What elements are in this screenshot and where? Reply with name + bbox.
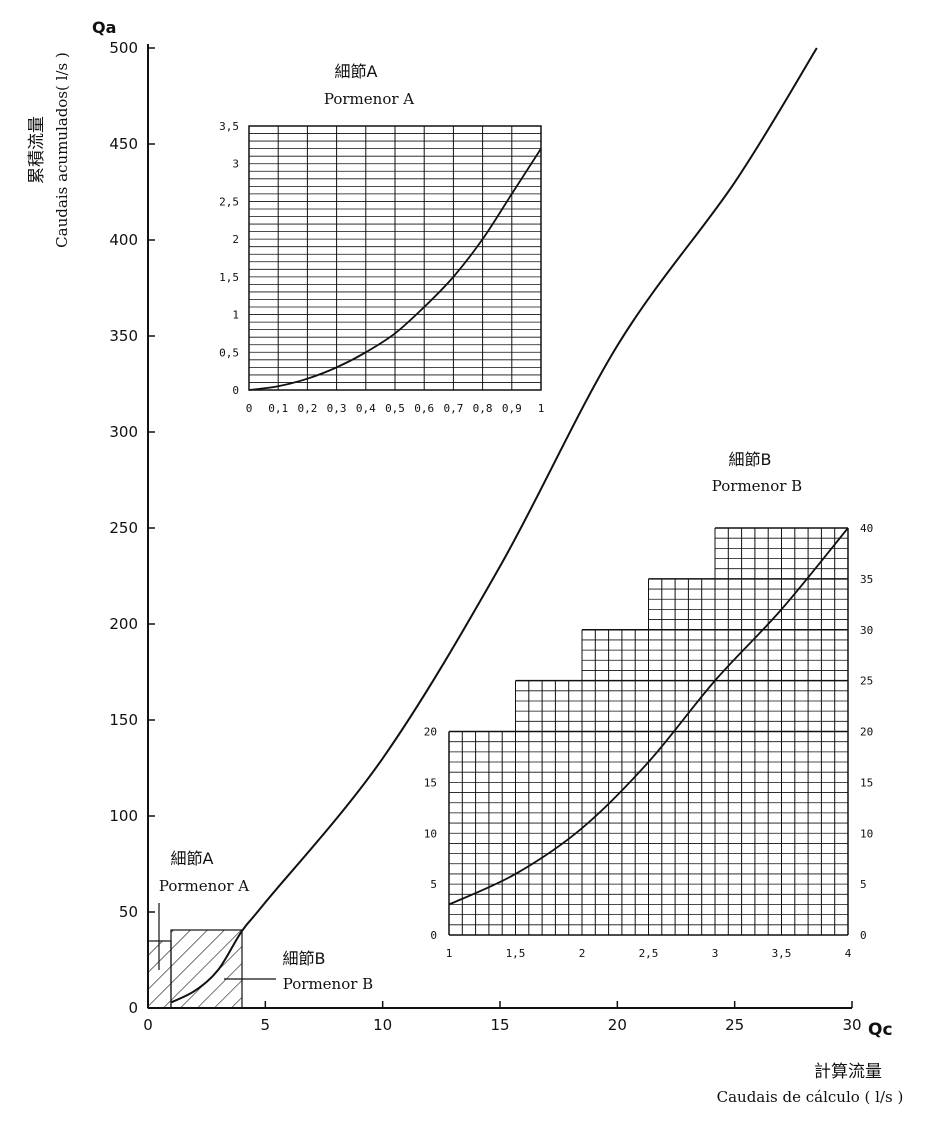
detail-a-x-tick-label: 0,6 [414, 402, 434, 415]
x-tick-label: 25 [725, 1016, 744, 1034]
marker-box-b [170, 929, 243, 1009]
detail-a-x-tick-label: 0,3 [327, 402, 347, 415]
detail-a-x-tick-label: 0,2 [297, 402, 317, 415]
y-tick-label: 0 [128, 999, 138, 1017]
detail-a-y-tick-label: 0,5 [219, 346, 239, 359]
detail-b-y-tick-label-right: 0 [860, 929, 867, 942]
y-tick-label: 400 [109, 231, 138, 249]
detail-b-title-pt: Pormenor B [712, 477, 802, 495]
main-axes [147, 44, 853, 1009]
detail-b-grid [448, 527, 849, 936]
detail-a-grid [248, 125, 542, 391]
detail-b-x-tick-label: 1 [446, 947, 453, 960]
x-axis-symbol: Qc [868, 1020, 893, 1040]
y-tick-label: 100 [109, 807, 138, 825]
detail-a-y-tick-label: 1 [232, 309, 239, 322]
detail-a-series-line [248, 148, 542, 391]
marker-b-label-pt: Pormenor B [283, 975, 373, 993]
y-tick-label: 200 [109, 615, 138, 633]
y-tick-label: 450 [109, 135, 138, 153]
detail-b-series-line [448, 527, 849, 906]
detail-b-y-tick-label-right: 40 [860, 522, 873, 535]
detail-a-x-tick-label: 0,9 [502, 402, 522, 415]
detail-b-y-tick-label-right: 25 [860, 675, 873, 688]
detail-b-y-tick-label-right: 10 [860, 827, 873, 840]
detail-a-x-tick-label: 1 [538, 402, 545, 415]
detail-a-y-tick-label: 0 [232, 384, 239, 397]
detail-a-tick-labels: 0 0,1 0,2 0,3 0,4 0,5 0,6 0,7 0,8 0,9 1 0 0,5 1 1,5 2 2,… [219, 120, 544, 415]
main-tick-labels: 0 5 10 15 20 25 300501001502002503003504004505… [109, 39, 861, 1034]
detail-a-title-pt: Pormenor A [324, 90, 414, 108]
detail-a-title-cn: 細節A [335, 62, 378, 81]
detail-b-y-tick-label-left: 0 [430, 929, 437, 942]
main-series-line [171, 47, 818, 1004]
detail-a-x-tick-label: 0,5 [385, 402, 405, 415]
marker-a-label-cn: 細節A [171, 849, 214, 868]
y-axis-title-cn: 累積流量 [27, 116, 47, 184]
marker-a-label-pt: Pormenor A [159, 877, 249, 895]
detail-a-x-tick-label: 0,4 [356, 402, 376, 415]
y-tick-label: 350 [109, 327, 138, 345]
detail-b-y-tick-label-left: 10 [424, 827, 437, 840]
detail-b-y-tick-label-left: 20 [424, 726, 437, 739]
detail-b-x-tick-label: 4 [845, 947, 852, 960]
x-axis-title-pt: Caudais de cálculo ( l/s ) [717, 1088, 904, 1106]
detail-b-y-tick-label-left: 5 [430, 878, 437, 891]
detail-a-y-tick-label: 1,5 [219, 271, 239, 284]
x-tick-label: 20 [608, 1016, 627, 1034]
detail-b-x-tick-label: 3,5 [772, 947, 792, 960]
y-tick-label: 500 [109, 39, 138, 57]
detail-a-x-tick-label: 0 [246, 402, 253, 415]
x-tick-label: 10 [373, 1016, 392, 1034]
detail-markers [147, 903, 276, 1009]
detail-b-y-tick-label-right: 30 [860, 624, 873, 637]
detail-a-y-tick-label: 3 [232, 158, 239, 171]
x-tick-label: 15 [490, 1016, 509, 1034]
x-tick-label: 5 [261, 1016, 271, 1034]
detail-b-y-tick-label-left: 15 [424, 776, 437, 789]
detail-a-x-tick-label: 0,8 [473, 402, 493, 415]
detail-b-y-tick-label-right: 35 [860, 573, 873, 586]
detail-b-x-tick-label: 2,5 [639, 947, 659, 960]
detail-b-y-tick-label-right: 15 [860, 776, 873, 789]
detail-b-x-tick-label: 1,5 [506, 947, 526, 960]
detail-a-y-tick-label: 3,5 [219, 120, 239, 133]
detail-b-y-tick-label-right: 5 [860, 878, 867, 891]
detail-b-title-cn: 細節B [729, 450, 772, 469]
y-tick-label: 250 [109, 519, 138, 537]
y-tick-label: 50 [119, 903, 138, 921]
y-tick-label: 150 [109, 711, 138, 729]
x-tick-label: 30 [842, 1016, 861, 1034]
x-axis-title-cn: 計算流量 [814, 1062, 882, 1082]
y-axis-symbol: Qa [92, 18, 116, 37]
detail-a-y-tick-label: 2 [232, 233, 239, 246]
detail-a-x-tick-label: 0,7 [443, 402, 463, 415]
detail-a-y-tick-label: 2,5 [219, 195, 239, 208]
y-tick-label: 300 [109, 423, 138, 441]
y-axis-title-pt: Caudais acumulados( l/s ) [53, 52, 71, 248]
marker-b-label-cn: 細節B [283, 949, 326, 968]
detail-b-y-tick-label-right: 20 [860, 726, 873, 739]
x-tick-label: 0 [143, 1016, 153, 1034]
detail-b-x-tick-label: 3 [712, 947, 719, 960]
detail-a-x-tick-label: 0,1 [268, 402, 288, 415]
detail-b-x-tick-label: 2 [579, 947, 586, 960]
